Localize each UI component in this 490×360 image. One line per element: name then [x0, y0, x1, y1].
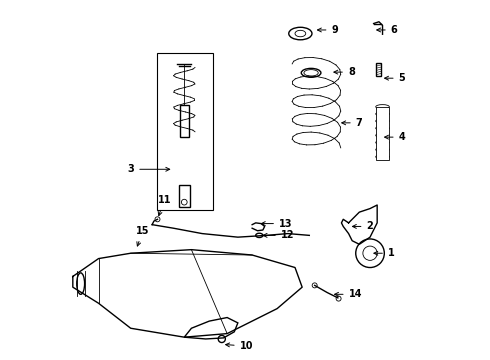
- Ellipse shape: [376, 105, 390, 109]
- Ellipse shape: [376, 148, 390, 152]
- Text: 1: 1: [374, 248, 394, 258]
- Ellipse shape: [77, 273, 85, 294]
- Text: 12: 12: [263, 230, 294, 240]
- Text: 6: 6: [377, 25, 397, 35]
- Ellipse shape: [376, 140, 390, 145]
- Polygon shape: [184, 318, 238, 339]
- Text: 9: 9: [318, 25, 338, 35]
- Text: 2: 2: [352, 221, 373, 231]
- Ellipse shape: [301, 68, 321, 77]
- Bar: [376, 107, 389, 160]
- Text: 3: 3: [127, 164, 170, 174]
- Text: 14: 14: [335, 289, 362, 299]
- Text: 15: 15: [136, 226, 149, 246]
- Text: 13: 13: [261, 219, 293, 229]
- Ellipse shape: [376, 119, 390, 123]
- Ellipse shape: [376, 112, 390, 116]
- Ellipse shape: [376, 133, 390, 138]
- Text: 7: 7: [342, 118, 363, 128]
- Text: 4: 4: [385, 132, 405, 142]
- Text: 11: 11: [157, 195, 171, 216]
- Ellipse shape: [256, 233, 263, 238]
- Bar: [376, 63, 381, 76]
- Bar: [157, 53, 213, 210]
- FancyBboxPatch shape: [179, 185, 190, 207]
- Ellipse shape: [376, 155, 390, 159]
- Text: 5: 5: [385, 73, 405, 83]
- Text: 10: 10: [225, 341, 253, 351]
- FancyBboxPatch shape: [180, 105, 189, 137]
- Ellipse shape: [304, 69, 318, 76]
- Ellipse shape: [295, 30, 306, 37]
- Ellipse shape: [289, 27, 312, 40]
- Text: 8: 8: [334, 67, 355, 77]
- Ellipse shape: [376, 126, 390, 130]
